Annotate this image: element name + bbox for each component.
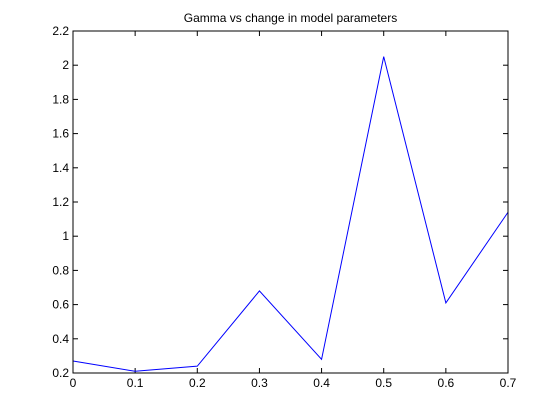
- y-tick-label: 2.2: [52, 24, 69, 38]
- x-tick-label: 0.5: [375, 376, 392, 390]
- y-tick-label: 0.6: [52, 298, 69, 312]
- y-tick-label: 1.4: [52, 161, 69, 175]
- x-tick-label: 0: [70, 376, 77, 390]
- series-line: [72, 56, 509, 372]
- chart-title: Gamma vs change in model parameters: [184, 11, 397, 25]
- y-tick-label: 2: [62, 58, 69, 72]
- y-axis-ticks: 0.2 0.4 0.6 0.8 1 1.2 1.4 1.6 1.8 2 2.2: [52, 24, 508, 380]
- x-tick-label: 0.1: [127, 376, 144, 390]
- y-tick-label: 0.8: [52, 263, 69, 277]
- y-tick-label: 0.4: [52, 332, 69, 346]
- x-tick-label: 0.2: [189, 376, 206, 390]
- y-tick-label: 1: [62, 229, 69, 243]
- x-tick-label: 0.3: [251, 376, 268, 390]
- y-tick-label: 1.6: [52, 127, 69, 141]
- y-tick-label: 0.2: [52, 366, 69, 380]
- x-tick-label: 0.7: [500, 376, 517, 390]
- plot-area-background: [73, 31, 508, 373]
- y-tick-label: 1.8: [52, 92, 69, 106]
- y-tick-label: 1.2: [52, 195, 69, 209]
- x-tick-label: 0.4: [313, 376, 330, 390]
- plot-area-frame: [72, 30, 509, 374]
- x-tick-label: 0.6: [438, 376, 455, 390]
